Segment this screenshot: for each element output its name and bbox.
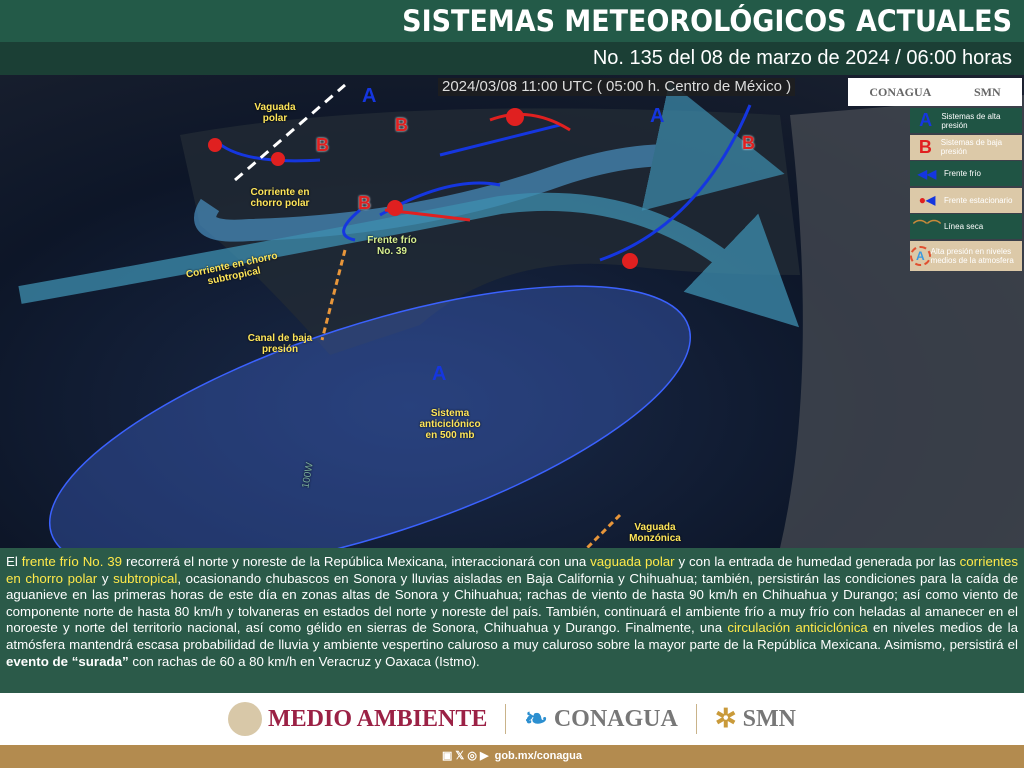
- water-icon: ❧: [524, 704, 548, 735]
- legend-label: Alta presión en niveles medios de la atm…: [930, 246, 1014, 265]
- header-logos: CONAGUA SMN: [848, 78, 1022, 106]
- high-pressure-icon: A: [919, 110, 933, 130]
- conagua-logo: CONAGUA: [869, 84, 932, 99]
- high-pressure-marker: A: [650, 105, 665, 127]
- low-pressure-icon: B: [918, 136, 932, 157]
- legend-label: Frente estacionario: [944, 195, 1013, 205]
- label-polar-jet: Corriente en chorro polar: [250, 187, 310, 209]
- page-title: SISTEMAS METEOROLÓGICOS ACTUALES: [402, 4, 1012, 38]
- legend-cold-front: ◀◀ Frente frío: [910, 161, 1022, 186]
- label-low-channel: Canal de baja presión: [247, 333, 313, 355]
- satellite-timestamp: 2024/03/08 11:00 UTC ( 05:00 h. Centro d…: [438, 78, 796, 96]
- low-pressure-marker: B: [358, 193, 371, 213]
- website-link[interactable]: gob.mx/conagua: [494, 750, 582, 762]
- low-pressure-marker: B: [316, 135, 329, 155]
- divider: [505, 704, 507, 734]
- jet-stream-subtropical: [18, 192, 800, 328]
- satellite-map: 2024/03/08 11:00 UTC ( 05:00 h. Centro d…: [0, 75, 1024, 548]
- cold-front-icon: ◀◀: [917, 166, 937, 181]
- legend-mid-high: A Alta presión en niveles medios de la at…: [910, 240, 1022, 271]
- legend-low: B Sistemas de baja presión: [910, 134, 1022, 160]
- gear-spiral-icon: ✲: [714, 704, 737, 733]
- footer-logos: MEDIO AMBIENTE ❧ CONAGUA ✲ SMN: [0, 693, 1024, 745]
- smn-logo: ✲ SMN: [714, 704, 796, 733]
- stationary-front-icon: ●◀: [918, 193, 936, 207]
- low-pressure-marker: B: [742, 133, 755, 153]
- cold-front: [213, 104, 752, 262]
- label-cold-front: Frente frío No. 39: [367, 235, 417, 257]
- dry-line-icon: ⌒⌒: [913, 218, 941, 235]
- legend-stationary-front: ●◀ Frente estacionario: [910, 187, 1022, 213]
- header: SISTEMAS METEOROLÓGICOS ACTUALES: [0, 0, 1024, 42]
- mid-level-high-icon: A: [910, 245, 931, 266]
- conagua-logo: ❧ CONAGUA: [524, 704, 678, 735]
- label-anticyclone: Sistema anticiclónico en 500 mb: [419, 408, 481, 441]
- legend: A Sistemas de alta presión B Sistemas de b…: [910, 108, 1022, 272]
- dry-line: [320, 249, 622, 548]
- legend-label: Sistemas de baja presión: [940, 138, 1003, 156]
- seal-icon: [228, 702, 262, 736]
- legend-label: Sistemas de alta presión: [941, 111, 1001, 130]
- smn-logo: SMN: [973, 84, 1001, 99]
- high-pressure-marker: A: [362, 85, 377, 107]
- label-monsoon-trough: Vaguada Monzónica: [629, 522, 681, 544]
- legend-high: A Sistemas de alta presión: [910, 108, 1022, 133]
- social-icons[interactable]: ▣ 𝕏 ◎ ▶: [441, 750, 489, 762]
- legend-dry-line: ⌒⌒ Línea seca: [910, 214, 1022, 239]
- legend-label: Frente frío: [944, 169, 981, 178]
- polar-trough: [234, 83, 346, 182]
- label-polar-trough: Vaguada polar: [254, 102, 296, 124]
- medio-ambiente-logo: MEDIO AMBIENTE: [228, 702, 487, 736]
- bulletin-subtitle: No. 135 del 08 de marzo de 2024 / 06:00 …: [0, 42, 1024, 75]
- description-panel: El frente frío No. 39 recorrerá el norte…: [0, 548, 1024, 693]
- footer-bar: ▣ 𝕏 ◎ ▶ gob.mx/conagua: [0, 745, 1024, 768]
- divider: [695, 704, 697, 734]
- high-pressure-marker: A: [432, 363, 447, 385]
- low-pressure-marker: B: [395, 115, 408, 135]
- map-overlay: [18, 81, 1024, 548]
- legend-label: Línea seca: [944, 222, 984, 231]
